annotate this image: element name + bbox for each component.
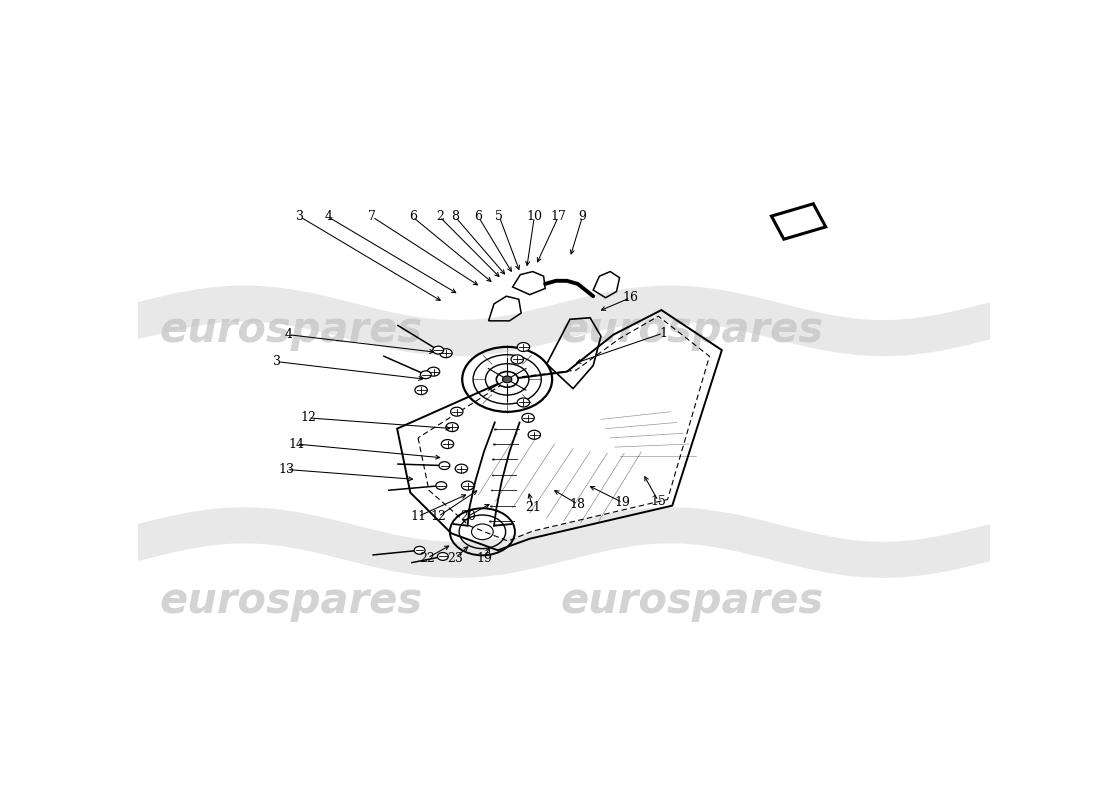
Circle shape	[521, 414, 535, 422]
Circle shape	[427, 367, 440, 376]
Text: eurospares: eurospares	[560, 580, 823, 622]
Text: 7: 7	[368, 210, 376, 223]
Text: 22: 22	[419, 551, 436, 565]
Text: eurospares: eurospares	[160, 309, 422, 351]
Text: 13: 13	[278, 463, 295, 476]
Text: 17: 17	[550, 210, 566, 223]
Text: 19: 19	[476, 551, 493, 565]
Circle shape	[436, 482, 447, 490]
Text: 16: 16	[623, 291, 638, 304]
Circle shape	[512, 355, 524, 364]
Text: 11: 11	[410, 510, 426, 523]
Text: 9: 9	[579, 210, 586, 223]
Circle shape	[503, 376, 512, 382]
Circle shape	[517, 398, 530, 407]
Text: 23: 23	[448, 551, 463, 565]
Circle shape	[415, 386, 427, 394]
Circle shape	[517, 342, 530, 351]
Circle shape	[439, 462, 450, 470]
Text: 5: 5	[495, 210, 504, 223]
Circle shape	[440, 349, 452, 358]
Circle shape	[496, 371, 518, 387]
Text: 1: 1	[659, 326, 667, 340]
Text: 20: 20	[460, 510, 475, 523]
Text: 10: 10	[526, 210, 542, 223]
Text: 4: 4	[285, 328, 293, 341]
Circle shape	[446, 422, 459, 431]
Text: 12: 12	[430, 510, 447, 523]
Circle shape	[451, 407, 463, 416]
Circle shape	[420, 371, 431, 378]
Circle shape	[415, 546, 425, 554]
Text: 4: 4	[324, 210, 332, 223]
Text: 14: 14	[288, 438, 305, 450]
Text: eurospares: eurospares	[160, 580, 422, 622]
Circle shape	[441, 439, 453, 449]
Circle shape	[438, 553, 449, 560]
Text: eurospares: eurospares	[560, 309, 823, 351]
Text: 3: 3	[296, 210, 305, 223]
Text: 18: 18	[570, 498, 585, 510]
Text: 2: 2	[436, 210, 443, 223]
Circle shape	[432, 346, 443, 354]
Circle shape	[455, 464, 468, 473]
Text: 6: 6	[474, 210, 483, 223]
Text: 12: 12	[300, 411, 316, 424]
Text: 15: 15	[650, 494, 667, 507]
Text: 21: 21	[525, 502, 541, 514]
Text: 19: 19	[615, 496, 630, 509]
Text: 3: 3	[273, 355, 280, 368]
Text: 6: 6	[408, 210, 417, 223]
Circle shape	[528, 430, 540, 439]
Circle shape	[462, 481, 474, 490]
Text: 8: 8	[451, 210, 460, 223]
